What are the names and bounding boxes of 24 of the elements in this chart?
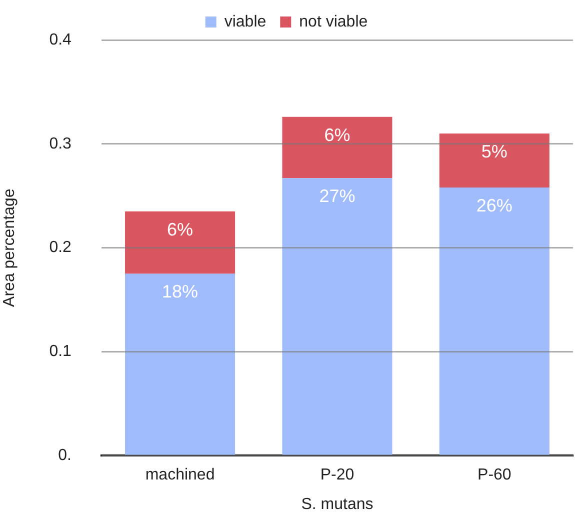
data-label: 5% — [481, 141, 508, 162]
y-tick-label: 0. — [58, 447, 72, 464]
bar — [439, 188, 550, 455]
data-label: 6% — [167, 219, 194, 240]
y-tick-label: 0.1 — [49, 343, 72, 360]
legend-label: not viable — [299, 13, 368, 30]
bar — [439, 134, 550, 188]
bar — [125, 274, 236, 455]
data-label: 6% — [324, 124, 350, 145]
data-label: 27% — [319, 186, 356, 206]
y-tick-label: 0.4 — [49, 31, 72, 48]
bar — [282, 116, 392, 178]
x-tick-label: machined — [145, 466, 215, 484]
legend-label: viable — [224, 13, 266, 30]
data-label: 26% — [476, 196, 512, 216]
bar — [125, 211, 236, 274]
bar — [282, 178, 392, 455]
data-label: 18% — [162, 282, 198, 302]
x-tick-label: P-60 — [478, 466, 512, 484]
y-axis-title: Area percentage — [1, 188, 18, 307]
x-axis-title: S. mutans — [301, 496, 374, 513]
y-tick-label: 0.2 — [49, 239, 72, 256]
x-tick-label: P-20 — [320, 466, 354, 484]
y-tick-label: 0.3 — [49, 135, 72, 152]
